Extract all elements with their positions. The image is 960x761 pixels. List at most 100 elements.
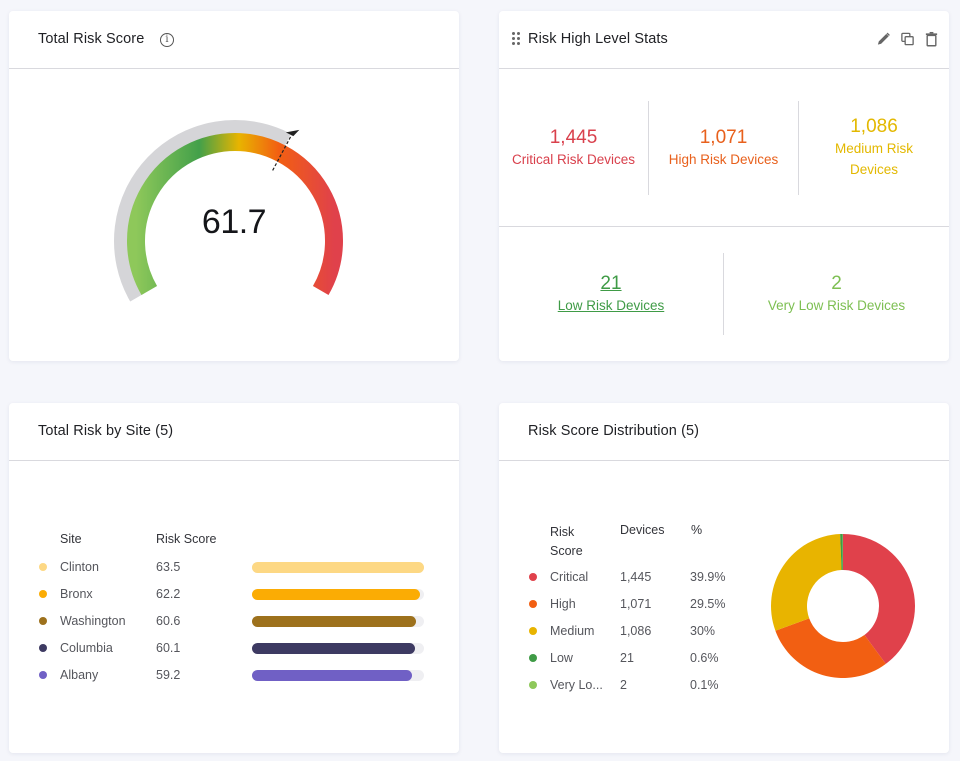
legend-dot-icon [39,590,47,598]
risk-level-label: High [550,597,576,611]
column-header-percent: % [691,523,703,537]
stat-value: 2 [831,273,842,294]
bar-albany[interactable] [252,670,413,681]
percentage: 29.5% [690,597,726,611]
risk-level-label: Low [550,651,573,665]
site-name: Clinton [60,560,99,574]
device-count: 21 [620,651,634,665]
site-score: 59.2 [156,668,181,682]
distribution-row[interactable]: High 1,071 29.5% [499,594,949,614]
stat-label: Medium Risk [834,141,913,156]
distribution-row[interactable]: Low 21 0.6% [499,648,949,668]
device-count: 1,086 [620,624,652,638]
device-count: 2 [620,678,627,692]
percentage: 39.9% [690,570,726,584]
stat-value-link[interactable]: 21 [600,273,622,294]
percentage: 30% [690,624,716,638]
site-score: 62.2 [156,587,181,601]
copy-icon[interactable] [900,31,915,47]
site-name: Washington [60,614,126,628]
site-score: 63.5 [156,560,181,574]
gauge-marker-tip-icon [285,129,300,137]
bar-track [252,616,424,627]
stat-label: Very Low Risk Devices [767,298,906,313]
column-header-devices: Devices [620,523,665,537]
legend-dot-icon [39,563,47,571]
stat-label: Critical Risk Devices [511,152,636,167]
stat-medium[interactable]: 1,086 Medium Risk Devices [799,116,949,180]
edit-icon[interactable] [876,31,891,47]
column-header-site: Site [60,532,82,546]
info-icon[interactable]: i [160,33,174,47]
stat-high[interactable]: 1,071 High Risk Devices [649,127,798,170]
risk-score-distribution-card: Risk Score Distribution (5) Risk Score D… [499,403,949,753]
risk-level-label: Very Lo... [550,678,603,692]
site-row[interactable]: Albany 59.2 [9,665,459,685]
stat-value: 1,445 [549,127,598,148]
gauge-color-band [127,133,343,295]
trash-icon[interactable] [924,31,939,47]
stat-label: High Risk Devices [668,152,779,167]
stat-critical[interactable]: 1,445 Critical Risk Devices [499,127,648,170]
bar-columbia[interactable] [252,643,415,654]
legend-dot-icon [529,627,537,635]
legend-dot-icon [529,681,537,689]
legend-dot-icon [529,654,537,662]
site-row[interactable]: Bronx 62.2 [9,584,459,604]
bar-bronx[interactable] [252,589,421,600]
card-title: Risk Score Distribution (5) [528,423,700,439]
gauge-value: 61.7 [201,203,267,241]
bar-track [252,643,424,654]
site-name: Columbia [60,641,113,655]
gauge-track [114,120,292,302]
distribution-row[interactable]: Critical 1,445 39.9% [499,567,949,587]
divider [723,253,724,335]
site-row[interactable]: Clinton 63.5 [9,557,459,577]
donut-slice-low[interactable] [840,534,843,571]
site-score: 60.6 [156,614,181,628]
column-header-risk-score: Risk Score [550,523,583,561]
site-row[interactable]: Washington 60.6 [9,611,459,631]
donut-slice-critical[interactable] [843,534,915,664]
bar-washington[interactable] [252,616,417,627]
donut-slice-high[interactable] [775,618,886,678]
distribution-row[interactable]: Medium 1,086 30% [499,621,949,641]
site-name: Bronx [60,587,93,601]
total-risk-by-site-card: Total Risk by Site (5) Site Risk Score C… [9,403,459,753]
total-risk-score-card: Total Risk Score i 61.7 [9,11,459,361]
card-header: Risk Score Distribution (5) [499,403,949,461]
card-title: Total Risk by Site (5) [38,423,174,439]
column-header-line: Score [550,544,583,558]
stat-label: Devices [849,162,898,177]
stat-value: 1,071 [699,127,748,148]
bar-track [252,562,424,573]
device-count: 1,445 [620,570,652,584]
divider [798,101,799,195]
site-row[interactable]: Columbia 60.1 [9,638,459,658]
drag-handle-icon[interactable] [512,32,520,46]
card-header: Risk High Level Stats [499,11,949,69]
distribution-row[interactable]: Very Lo... 2 0.1% [499,675,949,695]
legend-dot-icon [529,573,537,581]
risk-level-label: Medium [550,624,595,638]
legend-dot-icon [39,617,47,625]
percentage: 0.6% [690,651,719,665]
donut-slice-medium[interactable] [771,534,842,631]
bar-clinton[interactable] [252,562,424,573]
legend-dot-icon [529,600,537,608]
risk-level-label: Critical [550,570,589,584]
site-name: Albany [60,668,99,682]
device-count: 1,071 [620,597,652,611]
stat-very-low[interactable]: 2 Very Low Risk Devices [724,273,949,316]
risk-gauge [114,120,343,302]
bar-track [252,670,424,681]
card-header: Total Risk by Site (5) [9,403,459,461]
bar-track [252,589,424,600]
column-header-line: Risk [550,525,575,539]
stat-value: 1,086 [850,116,898,137]
gauge-marker [272,131,294,171]
stat-label-link[interactable]: Low Risk Devices [557,298,665,313]
column-header-risk-score: Risk Score [156,532,217,546]
stat-low[interactable]: 21 Low Risk Devices [499,273,723,316]
legend-dot-icon [39,644,47,652]
